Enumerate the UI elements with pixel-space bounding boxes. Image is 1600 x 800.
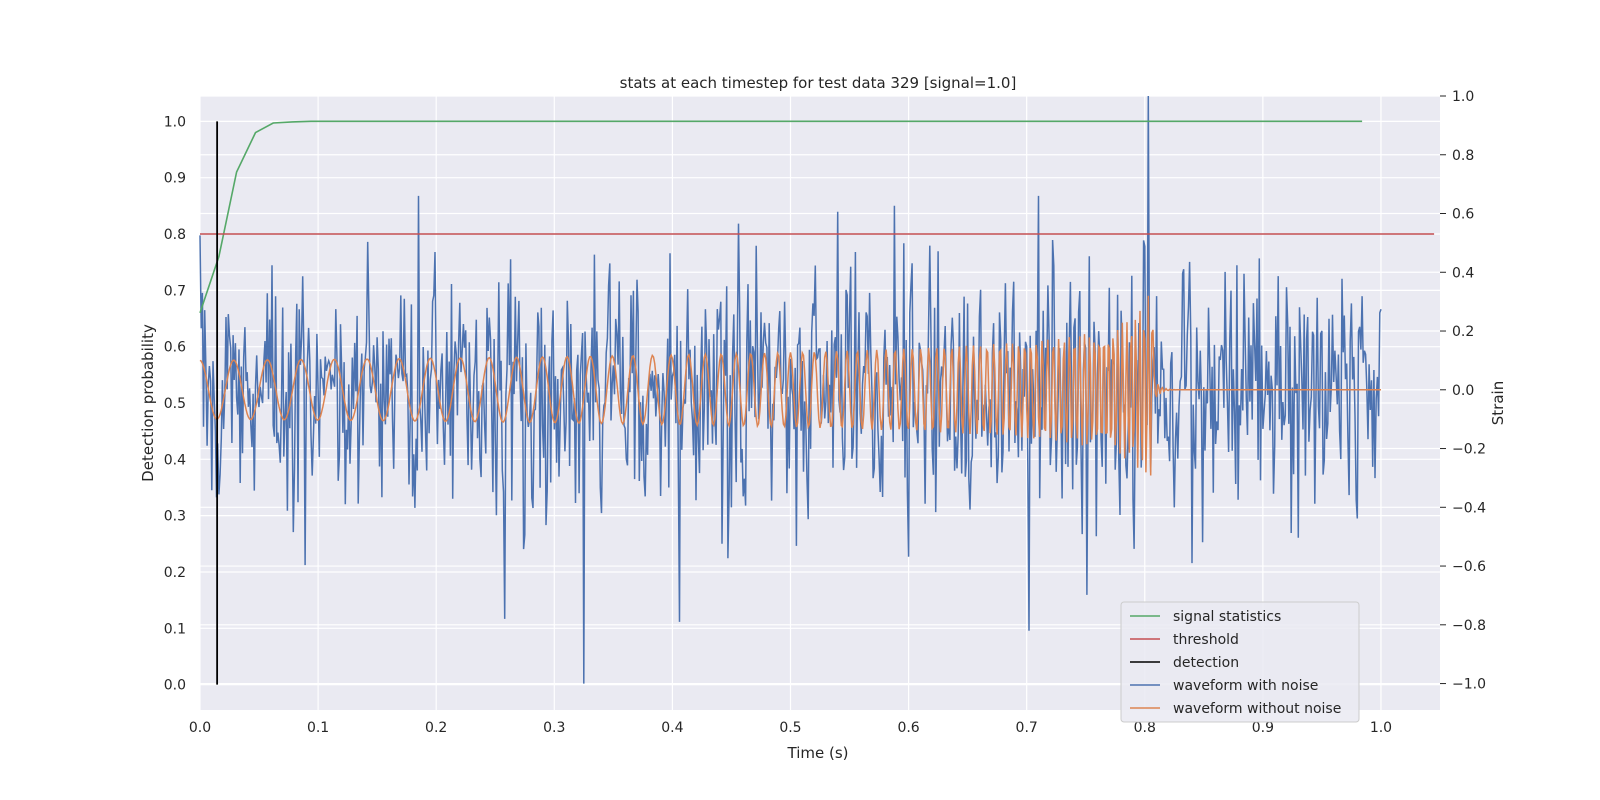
y-tick-label: 0.7 <box>164 283 186 299</box>
y-axis-right: −1.0 −0.8 −0.6 −0.4 −0.2 0.0 0.2 0.4 0.6 0.8 1.0 <box>1440 89 1486 693</box>
x-tick-label: 0.5 <box>779 720 801 736</box>
y2-tick-label: −0.8 <box>1452 618 1486 634</box>
series-signal-statistics <box>199 120 1363 314</box>
series-layer <box>199 95 1435 685</box>
y2-tick-label: −0.4 <box>1452 500 1486 516</box>
y2-tick-label: 1.0 <box>1452 89 1474 105</box>
x-tick-label: 0.8 <box>1134 720 1156 736</box>
x-tick-label: 0.0 <box>189 720 211 736</box>
y-tick-label: 0.0 <box>164 678 186 694</box>
y2-axis-label: Strain <box>1489 381 1507 425</box>
legend-label-waveform-without-noise: waveform without noise <box>1173 701 1341 717</box>
y-tick-label: 0.8 <box>164 227 186 243</box>
legend-box <box>1120 601 1360 723</box>
x-tick-label: 0.9 <box>1252 720 1274 736</box>
y-tick-label: 1.0 <box>164 114 186 130</box>
legend-label-detection: detection <box>1173 655 1239 671</box>
y-tick-label: 0.6 <box>164 340 186 356</box>
x-tick-label: 0.2 <box>425 720 447 736</box>
x-axis: 0.0 0.1 0.2 0.3 0.4 0.5 0.6 0.7 0.8 0.9 1.0 <box>189 720 1392 736</box>
y-tick-label: 0.1 <box>164 621 186 637</box>
y2-tick-label: −0.2 <box>1452 442 1486 458</box>
legend-label-threshold: threshold <box>1173 632 1239 648</box>
legend: signal statistics threshold detection wa… <box>1120 601 1360 723</box>
legend-label-signal-statistics: signal statistics <box>1173 609 1281 625</box>
x-axis-label: Time (s) <box>787 744 849 762</box>
chart-title: stats at each timestep for test data 329… <box>620 74 1017 92</box>
y2-tick-label: 0.0 <box>1452 383 1474 399</box>
y2-tick-label: −1.0 <box>1452 677 1486 693</box>
y2-tick-label: −0.6 <box>1452 559 1486 575</box>
x-tick-label: 0.4 <box>661 720 683 736</box>
y-tick-label: 0.5 <box>164 396 186 412</box>
y-tick-label: 0.2 <box>164 565 186 581</box>
y-axis-left: 0.0 0.1 0.2 0.3 0.4 0.5 0.6 0.7 0.8 0.9 1.0 <box>164 114 186 693</box>
x-tick-label: 0.6 <box>897 720 919 736</box>
x-tick-label: 1.0 <box>1370 720 1392 736</box>
x-tick-label: 0.1 <box>307 720 329 736</box>
series-waveform-without-noise <box>199 295 1381 476</box>
y2-tick-label: 0.8 <box>1452 148 1474 164</box>
y2-tick-label: 0.2 <box>1452 324 1474 340</box>
x-tick-label: 0.7 <box>1016 720 1038 736</box>
y-tick-label: 0.4 <box>164 452 186 468</box>
y-axis-label: Detection probability <box>139 324 157 482</box>
y-tick-label: 0.9 <box>164 171 186 187</box>
x-tick-label: 0.3 <box>543 720 565 736</box>
series-waveform-with-noise <box>199 95 1382 684</box>
y-tick-label: 0.3 <box>164 509 186 525</box>
y2-tick-label: 0.4 <box>1452 265 1474 281</box>
legend-label-waveform-with-noise: waveform with noise <box>1173 678 1318 694</box>
y2-tick-label: 0.6 <box>1452 207 1474 223</box>
